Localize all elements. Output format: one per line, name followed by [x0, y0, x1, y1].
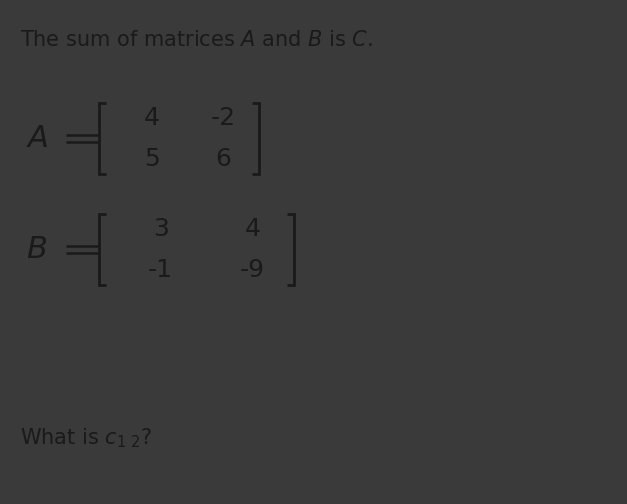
Text: 4: 4 [245, 217, 260, 241]
Text: 3: 3 [153, 217, 169, 241]
Text: What is $c_{1\ 2}$?: What is $c_{1\ 2}$? [20, 427, 152, 450]
Text: 5: 5 [144, 147, 160, 171]
Text: -2: -2 [211, 106, 236, 131]
Text: $\mathit{A}$: $\mathit{A}$ [26, 124, 48, 153]
Text: The sum of matrices $\mathit{A}$ and $\mathit{B}$ is $\mathit{C}$.: The sum of matrices $\mathit{A}$ and $\m… [20, 30, 373, 50]
Text: -9: -9 [240, 258, 265, 282]
Text: 6: 6 [216, 147, 232, 171]
Text: -1: -1 [148, 258, 173, 282]
Text: $\mathit{B}$: $\mathit{B}$ [26, 235, 47, 264]
Text: 4: 4 [144, 106, 160, 131]
